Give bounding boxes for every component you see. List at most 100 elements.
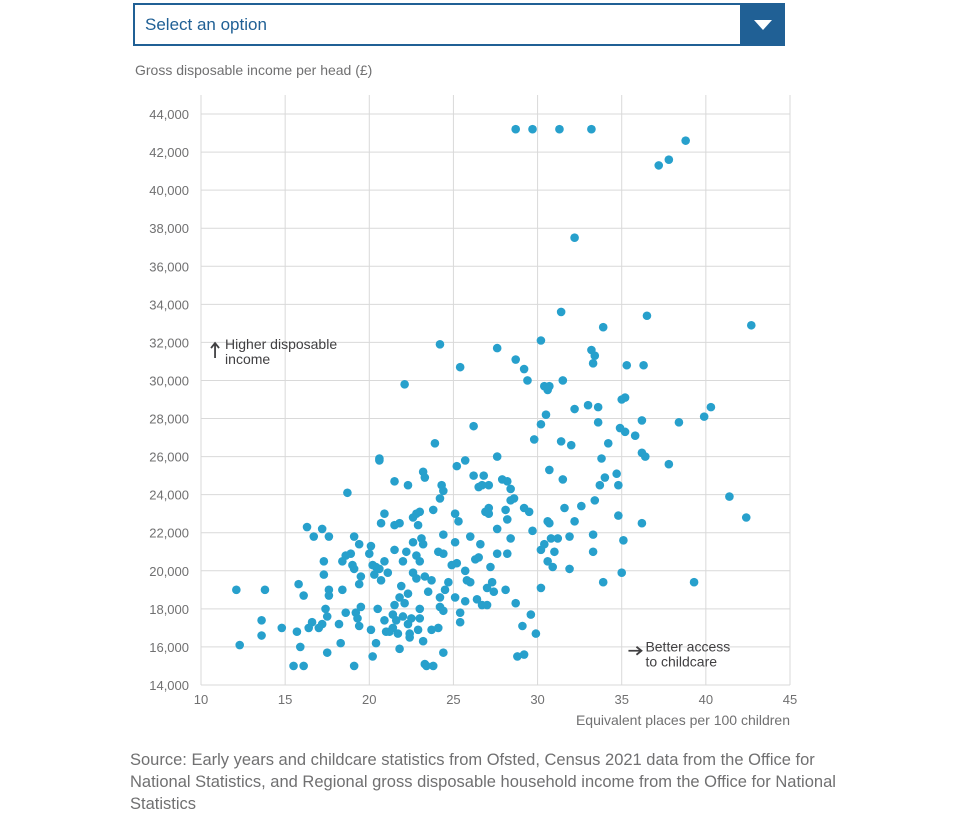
data-point <box>338 585 347 595</box>
data-point <box>460 456 470 465</box>
data-point <box>299 661 308 671</box>
data-point <box>368 652 377 661</box>
data-point <box>334 619 344 629</box>
data-point <box>545 518 554 528</box>
data-point <box>519 650 529 659</box>
x-tick-label: 45 <box>783 692 797 707</box>
data-point <box>452 461 462 471</box>
y-tick-label: 16,000 <box>149 640 189 655</box>
data-point <box>617 568 627 578</box>
data-point <box>380 615 389 625</box>
data-point <box>356 602 366 612</box>
data-point <box>439 549 448 558</box>
data-point <box>354 621 364 631</box>
data-point <box>433 623 443 633</box>
data-point <box>413 625 423 635</box>
data-point <box>289 661 298 671</box>
data-point <box>375 456 384 465</box>
y-tick-label: 30,000 <box>149 373 189 388</box>
data-point <box>560 503 569 513</box>
data-point <box>440 585 450 595</box>
data-point <box>469 471 478 480</box>
data-point <box>541 410 551 420</box>
data-point <box>257 631 266 640</box>
data-point <box>400 379 409 389</box>
chevron-down-icon[interactable] <box>740 3 785 46</box>
data-point <box>380 509 389 518</box>
y-tick-label: 38,000 <box>149 221 189 236</box>
data-point <box>587 124 596 134</box>
data-point <box>524 507 534 517</box>
data-point <box>403 480 413 490</box>
data-point <box>455 362 465 372</box>
data-point <box>420 473 430 482</box>
data-point <box>536 545 546 555</box>
data-point <box>502 477 512 486</box>
data-point <box>617 395 627 404</box>
data-point <box>398 556 408 566</box>
y-tick-label: 26,000 <box>149 450 189 465</box>
data-point <box>354 579 364 589</box>
data-point <box>674 418 684 427</box>
data-point <box>455 617 465 627</box>
data-point <box>487 577 497 587</box>
data-point <box>395 593 404 602</box>
data-point <box>383 568 393 578</box>
data-point <box>420 572 430 581</box>
data-point <box>403 589 413 598</box>
data-point <box>292 627 302 637</box>
y-tick-label: 36,000 <box>149 259 189 274</box>
data-point <box>373 604 383 614</box>
data-point <box>511 124 520 134</box>
data-point <box>415 556 425 566</box>
data-point <box>412 574 421 583</box>
y-tick-label: 34,000 <box>149 297 189 312</box>
data-point <box>413 520 423 530</box>
data-point <box>622 360 632 370</box>
data-point <box>428 661 438 671</box>
data-point <box>299 591 308 600</box>
data-point <box>469 421 478 431</box>
data-point <box>501 505 510 515</box>
data-point <box>319 570 329 579</box>
data-point <box>439 486 448 496</box>
data-point <box>612 469 621 479</box>
data-point <box>741 513 751 522</box>
y-axis-title: Gross disposable income per head (£) <box>135 62 373 78</box>
data-point <box>474 553 483 562</box>
select-placeholder: Select an option <box>145 14 267 34</box>
data-point <box>385 627 394 637</box>
data-point <box>511 598 520 608</box>
y-tick-label: 18,000 <box>149 602 189 617</box>
data-point <box>486 562 495 572</box>
data-point <box>583 400 593 410</box>
data-point <box>506 496 515 505</box>
data-point <box>566 440 576 450</box>
data-point <box>356 572 366 581</box>
data-point <box>543 385 552 395</box>
data-point <box>558 376 568 385</box>
data-point <box>435 340 445 349</box>
data-point <box>531 629 541 638</box>
y-tick-label: 32,000 <box>149 335 189 350</box>
annotation-label: Better access <box>645 639 730 655</box>
data-point <box>598 577 608 587</box>
data-point <box>232 585 241 595</box>
data-point <box>405 629 414 638</box>
data-point <box>543 556 552 566</box>
data-point <box>371 638 381 648</box>
data-point <box>526 610 536 619</box>
y-tick-label: 20,000 <box>149 564 189 579</box>
region-select[interactable]: Select an option <box>133 3 785 46</box>
y-tick-label: 14,000 <box>149 678 189 693</box>
data-point <box>477 600 487 610</box>
data-point <box>375 564 384 574</box>
data-point <box>536 583 546 593</box>
data-point <box>321 604 330 614</box>
data-point <box>482 583 492 593</box>
data-point <box>570 404 579 414</box>
data-point <box>435 494 445 503</box>
data-point <box>450 509 460 518</box>
data-point <box>614 511 623 520</box>
data-point <box>593 402 603 412</box>
